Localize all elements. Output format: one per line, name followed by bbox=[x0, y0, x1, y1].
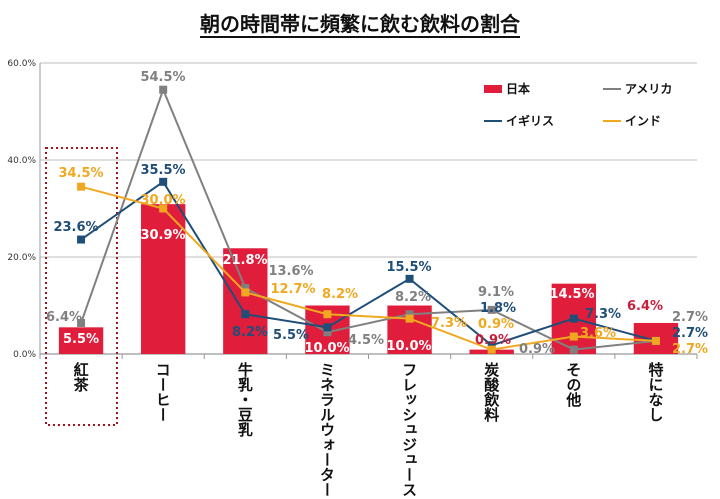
category-label: コーヒー bbox=[153, 362, 172, 422]
bar-japan bbox=[58, 327, 104, 354]
legend-label: 日本 bbox=[506, 82, 531, 96]
line-point bbox=[569, 345, 578, 354]
data-label: 2.7% bbox=[672, 326, 708, 341]
data-label: 7.3% bbox=[585, 307, 621, 322]
category-label: 紅茶 bbox=[71, 362, 90, 392]
legend-swatch bbox=[603, 119, 621, 122]
line-point bbox=[323, 310, 332, 319]
line-series-1 bbox=[80, 86, 657, 351]
chart-title: 朝の時間帯に頻繁に飲む飲料の割合 bbox=[0, 8, 720, 38]
data-label: 30.9% bbox=[140, 228, 185, 243]
category-label: ミネラルウォーター bbox=[317, 362, 336, 497]
line-point bbox=[77, 182, 86, 191]
line-point bbox=[487, 341, 496, 350]
data-label: 4.5% bbox=[348, 333, 384, 348]
highlight-box bbox=[45, 147, 118, 426]
category-label: 牛乳・豆乳 bbox=[235, 362, 254, 437]
data-label: 9.1% bbox=[478, 285, 514, 300]
data-label: 6.4% bbox=[46, 310, 82, 325]
legend-item-uk: イギリス bbox=[484, 112, 554, 129]
data-label: 2.7% bbox=[672, 342, 708, 357]
legend-label: インド bbox=[625, 114, 662, 128]
data-label: 3.6% bbox=[580, 326, 616, 341]
line-point bbox=[569, 314, 578, 323]
legend-item-japan: 日本 bbox=[484, 80, 530, 97]
y-tick-label: 20.0% bbox=[7, 253, 36, 263]
line-point bbox=[487, 345, 496, 354]
bar-japan bbox=[223, 248, 268, 354]
category-label: その他 bbox=[564, 362, 583, 407]
line-point bbox=[77, 235, 86, 244]
line-point bbox=[569, 332, 578, 341]
line-point bbox=[323, 323, 332, 332]
line-point bbox=[241, 310, 250, 319]
line-series-2 bbox=[80, 180, 657, 347]
chart-title-text: 朝の時間帯に頻繁に飲む飲料の割合 bbox=[200, 12, 520, 38]
data-label: 34.5% bbox=[58, 166, 103, 181]
data-label: 13.6% bbox=[268, 264, 313, 279]
data-label: 10.0% bbox=[304, 341, 349, 356]
data-label: 54.5% bbox=[140, 70, 185, 85]
data-label: 2.7% bbox=[672, 310, 708, 325]
bar-japan bbox=[141, 204, 186, 354]
data-label: 5.5% bbox=[63, 332, 99, 347]
line-point bbox=[487, 305, 496, 314]
legend-swatch bbox=[484, 119, 502, 122]
legend-label: アメリカ bbox=[625, 82, 673, 96]
data-label: 0.9% bbox=[519, 342, 555, 357]
line-point bbox=[405, 274, 414, 283]
y-tick-label: 0.0% bbox=[13, 350, 36, 360]
line-point bbox=[159, 204, 168, 213]
data-label: 0.9% bbox=[478, 317, 514, 332]
line-point bbox=[241, 284, 250, 293]
line-point bbox=[159, 85, 168, 94]
line-series-3 bbox=[80, 185, 656, 351]
line-point bbox=[651, 336, 660, 345]
data-label: 21.8% bbox=[222, 253, 267, 268]
data-label: 35.5% bbox=[140, 163, 185, 178]
line-point bbox=[405, 314, 414, 323]
y-tick-label: 60.0% bbox=[7, 59, 36, 69]
legend-swatch bbox=[484, 84, 502, 93]
category-label: 特になし bbox=[646, 362, 665, 422]
legend-item-india: インド bbox=[603, 112, 661, 129]
data-label: 0.9% bbox=[475, 333, 511, 348]
category-label: 炭酸飲料 bbox=[482, 362, 501, 422]
line-point bbox=[323, 328, 332, 337]
data-label: 23.6% bbox=[53, 220, 98, 235]
data-label: 12.7% bbox=[270, 282, 315, 297]
legend-label: イギリス bbox=[506, 114, 555, 128]
line-point bbox=[241, 288, 250, 297]
data-label: 5.5% bbox=[273, 328, 309, 343]
data-label: 14.5% bbox=[549, 287, 594, 302]
y-tick-label: 40.0% bbox=[7, 156, 36, 166]
line-point bbox=[77, 318, 86, 327]
data-label: 30.0% bbox=[140, 193, 185, 208]
data-label: 8.2% bbox=[395, 290, 431, 305]
legend-item-america: アメリカ bbox=[603, 80, 672, 97]
line-point bbox=[159, 177, 168, 186]
data-label: 6.4% bbox=[627, 299, 663, 314]
data-label: 10.0% bbox=[386, 339, 431, 354]
data-label: 7.3% bbox=[431, 316, 467, 331]
data-label: 8.2% bbox=[322, 287, 358, 302]
line-point bbox=[405, 310, 414, 319]
data-label: 1.8% bbox=[480, 301, 516, 316]
data-label: 15.5% bbox=[386, 260, 431, 275]
category-label: フレッシュジュース bbox=[400, 362, 419, 497]
data-label: 8.2% bbox=[232, 325, 268, 340]
legend-swatch bbox=[603, 87, 621, 90]
